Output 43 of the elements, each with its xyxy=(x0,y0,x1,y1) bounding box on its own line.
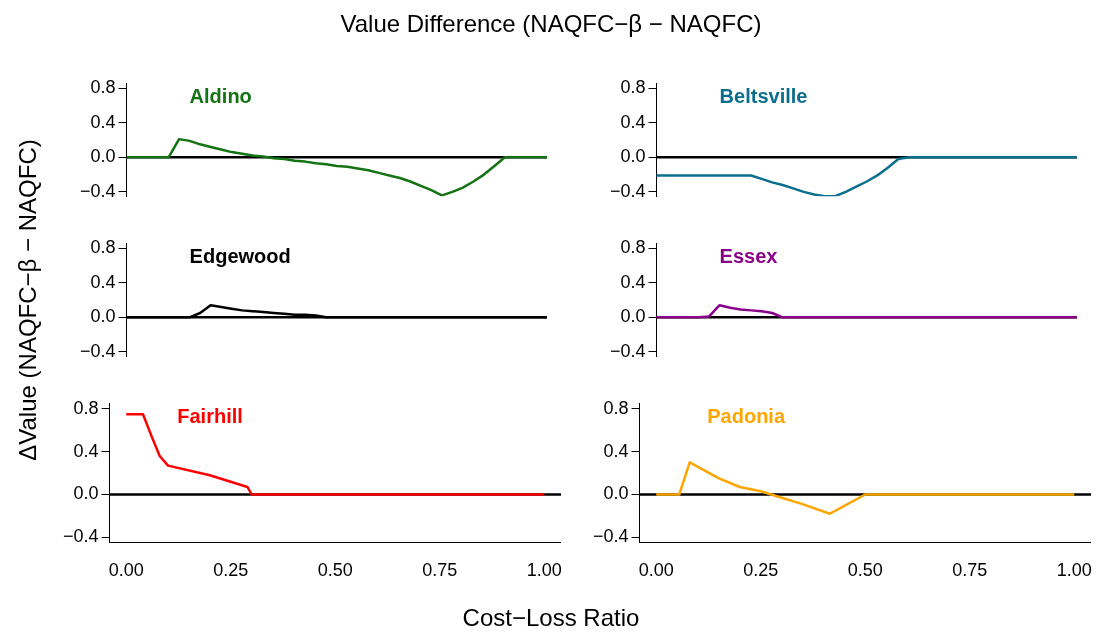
y-tick-label: 0.0 xyxy=(620,306,646,327)
y-tick-label: 0.8 xyxy=(73,397,99,418)
x-tick-label: 0.75 xyxy=(952,560,988,581)
y-tick-label: −0.4 xyxy=(609,180,646,201)
text: Beltsville xyxy=(719,85,808,108)
text: Edgewood xyxy=(189,245,291,268)
y-tick-label: 0.8 xyxy=(620,237,646,258)
y-tick-label: −0.4 xyxy=(79,340,116,361)
y-tick-label: 0.0 xyxy=(620,146,646,167)
y-tick-label: 0.4 xyxy=(90,271,116,292)
x-tick-label: 0.75 xyxy=(422,560,458,581)
x-tick-label: 0.50 xyxy=(317,560,353,581)
y-axis-title: ΔValue (NAQFC−β − NAQFC) xyxy=(14,139,42,461)
y-tick-label: 0.0 xyxy=(90,306,116,327)
y-tick-label: 0.8 xyxy=(603,397,629,418)
y-tick-label: −0.4 xyxy=(79,180,116,201)
chart-title: Value Difference (NAQFC−β − NAQFC) xyxy=(339,10,763,38)
series-label: Padonia xyxy=(707,405,786,428)
series-label: Fairhill xyxy=(177,405,243,428)
y-tick-label: 0.4 xyxy=(603,440,629,461)
x-tick-label: 1.00 xyxy=(526,560,562,581)
y-tick-label: −0.4 xyxy=(609,340,646,361)
y-tick-label: −0.4 xyxy=(592,526,629,547)
y-tick-label: 0.8 xyxy=(620,77,646,98)
x-tick-label: 0.50 xyxy=(847,560,883,581)
series-label: Essex xyxy=(719,245,778,268)
y-tick-label: 0.4 xyxy=(73,440,99,461)
y-tick-label: 0.4 xyxy=(620,271,646,292)
x-tick-label: 0.25 xyxy=(213,560,249,581)
y-tick-label: 0.4 xyxy=(90,111,116,132)
y-tick-label: 0.8 xyxy=(90,77,116,98)
x-tick-label: 0.00 xyxy=(638,560,674,581)
x-tick-label: 0.00 xyxy=(108,560,144,581)
y-tick-label: 0.0 xyxy=(73,483,99,504)
x-axis-title: Cost−Loss Ratio xyxy=(461,604,641,632)
x-tick-label: 1.00 xyxy=(1056,560,1092,581)
y-tick-label: 0.4 xyxy=(620,111,646,132)
y-tick-label: 0.0 xyxy=(603,483,629,504)
x-tick-label: 0.25 xyxy=(743,560,779,581)
y-tick-label: 0.0 xyxy=(90,146,116,167)
series-label: Aldino xyxy=(189,85,252,108)
y-tick-label: −0.4 xyxy=(62,526,99,547)
y-tick-label: 0.8 xyxy=(90,237,116,258)
